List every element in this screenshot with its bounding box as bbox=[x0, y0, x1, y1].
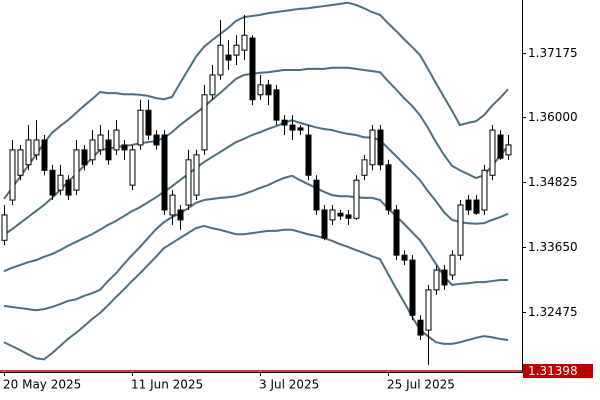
y-tick-label: 1.34825 bbox=[528, 175, 578, 189]
candle-body bbox=[193, 154, 200, 196]
candle-body bbox=[241, 34, 248, 51]
candle-body bbox=[201, 94, 208, 151]
candle-body bbox=[257, 84, 264, 96]
candle-body bbox=[273, 89, 280, 121]
candle-body bbox=[441, 269, 448, 286]
band-line bbox=[3, 224, 509, 361]
candle-body bbox=[353, 179, 360, 219]
candle-body bbox=[457, 204, 464, 256]
candle-body bbox=[329, 209, 336, 221]
candle-body bbox=[49, 169, 56, 196]
x-tick-label: 3 Jul 2025 bbox=[259, 378, 319, 392]
candle-body bbox=[313, 179, 320, 211]
candle-body bbox=[361, 159, 368, 176]
band-line bbox=[3, 1, 509, 200]
candle-body bbox=[505, 144, 512, 156]
candle-body bbox=[401, 254, 408, 261]
candle-body bbox=[481, 169, 488, 211]
candle-body bbox=[153, 134, 160, 146]
candle-body bbox=[377, 129, 384, 166]
candle-body bbox=[65, 179, 72, 196]
candle-body bbox=[337, 212, 344, 217]
candle-body bbox=[289, 124, 296, 131]
price-label-box bbox=[523, 364, 593, 379]
candle-body bbox=[465, 199, 472, 211]
candle-body bbox=[209, 74, 216, 96]
candle-body bbox=[473, 199, 480, 214]
candle-body bbox=[297, 127, 304, 131]
candle-body bbox=[1, 214, 8, 241]
candle-body bbox=[489, 129, 496, 176]
candle-body bbox=[417, 319, 424, 336]
candle-body bbox=[33, 139, 40, 156]
candle-body bbox=[305, 134, 312, 176]
x-tick-label: 20 May 2025 bbox=[3, 378, 81, 392]
candle-body bbox=[409, 259, 416, 316]
candle-body bbox=[265, 84, 272, 96]
candle-body bbox=[393, 209, 400, 256]
candle-body bbox=[161, 134, 168, 211]
candle-body bbox=[369, 129, 376, 166]
x-tick-label: 11 Jun 2025 bbox=[131, 378, 203, 392]
candle-body bbox=[25, 139, 32, 166]
candle-body bbox=[497, 134, 504, 159]
x-tick-label: 25 Jul 2025 bbox=[387, 378, 455, 392]
band-line bbox=[3, 174, 508, 312]
candle-body bbox=[217, 44, 224, 76]
candle-body bbox=[41, 139, 48, 171]
candle-body bbox=[177, 209, 184, 221]
y-tick-label: 1.32475 bbox=[528, 305, 578, 319]
candle-body bbox=[137, 109, 144, 146]
y-tick-label: 1.37175 bbox=[528, 46, 578, 60]
candle-body bbox=[345, 214, 352, 219]
candle-body bbox=[433, 269, 440, 291]
candle-body bbox=[185, 159, 192, 206]
candle-body bbox=[385, 164, 392, 211]
candle-body bbox=[145, 109, 152, 136]
candle-body bbox=[113, 129, 120, 151]
candle-body bbox=[281, 119, 288, 126]
y-tick-label: 1.36000 bbox=[528, 110, 578, 124]
candle-body bbox=[9, 149, 16, 201]
band-line bbox=[3, 119, 509, 273]
candle-body bbox=[249, 37, 256, 101]
candle-body bbox=[449, 254, 456, 276]
candle-body bbox=[129, 149, 136, 186]
candle-body bbox=[89, 139, 96, 161]
candle-body bbox=[169, 194, 176, 216]
candle-body bbox=[73, 149, 80, 191]
band-line bbox=[3, 66, 509, 236]
candle-body bbox=[105, 139, 112, 161]
candle-body bbox=[225, 54, 232, 61]
candle-body bbox=[321, 209, 328, 239]
price-label: 1.31398 bbox=[528, 364, 578, 378]
candle-body bbox=[97, 134, 104, 151]
candle-body bbox=[233, 44, 240, 56]
candle-body bbox=[81, 149, 88, 166]
candle-body bbox=[17, 149, 24, 176]
y-tick-label: 1.33650 bbox=[528, 240, 578, 254]
candle-body bbox=[425, 289, 432, 331]
candle-body bbox=[57, 174, 64, 191]
candle-body bbox=[121, 144, 128, 151]
